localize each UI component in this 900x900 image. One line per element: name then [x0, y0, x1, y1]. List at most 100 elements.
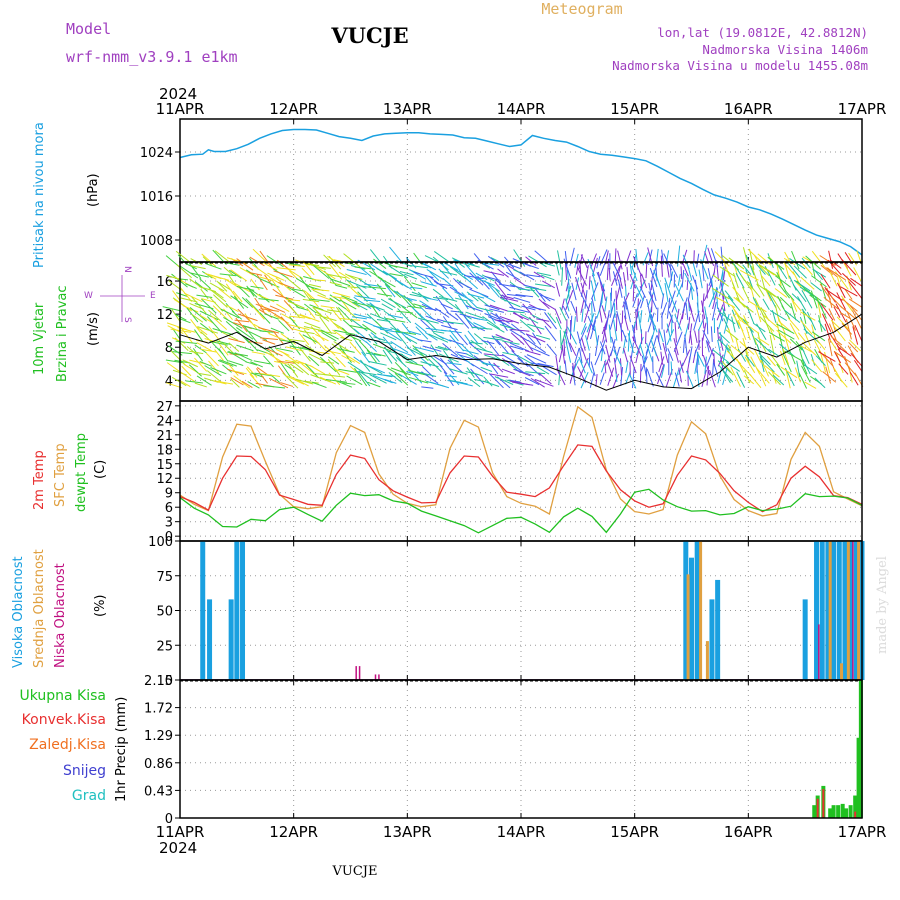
wind-vector	[660, 302, 668, 318]
mid-cloud-bar	[857, 541, 861, 680]
wind-vector	[476, 306, 493, 312]
precip-panel: 0 0.43 0.86 1.29 1.72 2.15	[144, 674, 863, 827]
wind-vector	[609, 298, 616, 318]
wind-vector	[776, 329, 792, 344]
wind-vector	[696, 292, 699, 314]
wind-vector	[292, 360, 310, 376]
y-tick-label: 16	[156, 275, 173, 290]
wind-vector	[405, 361, 424, 367]
wind-vector	[213, 290, 224, 299]
wind-vector	[256, 293, 275, 303]
wind-vector	[241, 380, 253, 389]
wind-vector	[711, 279, 715, 300]
wind-vector	[681, 349, 691, 367]
wind-vector	[757, 253, 772, 266]
wind-vector	[346, 375, 363, 386]
wind-vector	[471, 326, 493, 330]
total-precip-bar	[853, 795, 858, 818]
wind-vector	[236, 344, 254, 352]
wind-vector	[544, 312, 557, 330]
wind-vector	[660, 255, 663, 277]
wind-vector	[696, 253, 700, 268]
wind-vector	[540, 294, 555, 301]
wind-vector	[380, 298, 396, 308]
wind-vector	[631, 336, 642, 357]
wind-vector	[205, 263, 222, 270]
wind-vector	[731, 316, 736, 333]
wind-vector	[601, 285, 607, 301]
wind-vector	[228, 269, 242, 279]
wind-vector	[580, 254, 588, 269]
wind-vector	[565, 290, 574, 310]
wind-vector	[688, 346, 693, 363]
wind-vector	[717, 367, 723, 384]
wind-vector	[383, 346, 398, 362]
wind-vector	[768, 348, 780, 357]
wind-vector	[287, 363, 299, 378]
wind-vector	[712, 359, 715, 375]
wind-vector	[320, 329, 339, 340]
y-tick-label: 4	[165, 374, 173, 389]
wind-vector	[199, 314, 214, 324]
wind-vector	[563, 338, 566, 356]
wind-vector	[722, 370, 731, 384]
wind-vector	[501, 368, 515, 375]
wind-vector	[259, 250, 274, 269]
wind-vector	[483, 280, 500, 292]
wind-vector	[613, 319, 618, 341]
wind-vector	[219, 359, 237, 367]
wind-vector	[207, 316, 223, 334]
wind-vector	[741, 286, 750, 301]
wind-vector	[625, 371, 631, 385]
wind-vector	[812, 268, 827, 278]
wind-vector	[482, 315, 500, 330]
wind-vector	[825, 366, 832, 384]
wind-vector	[612, 373, 619, 388]
wind-vector	[829, 358, 836, 372]
wind-vector	[373, 336, 386, 341]
wind-vector	[276, 303, 290, 312]
wind-vector	[685, 302, 689, 320]
wind-vector	[578, 326, 587, 344]
wind-vector	[486, 321, 505, 333]
wind-vector	[245, 269, 260, 279]
wind-vector	[613, 357, 617, 374]
wind-vector	[544, 325, 557, 342]
wind-vector	[410, 286, 423, 290]
wind-vector	[800, 320, 813, 335]
wind-vector	[358, 340, 372, 354]
wind-vector	[381, 303, 394, 311]
wind-vector	[390, 346, 403, 364]
wind-vector	[170, 350, 186, 366]
station-title: VUCJE	[330, 23, 408, 48]
wind-vector	[546, 343, 558, 356]
wind-vector	[406, 347, 424, 357]
wind-vector	[469, 371, 484, 377]
wind-vector	[255, 303, 274, 311]
wind-vector	[226, 361, 239, 376]
wind-vector	[566, 326, 577, 345]
wind-vector	[438, 335, 452, 342]
total-precip-bar	[844, 808, 849, 818]
wind-vector	[526, 274, 541, 278]
wind-vector	[308, 350, 330, 355]
wind-vector	[512, 312, 529, 321]
wind-vector	[353, 296, 372, 309]
wind-vector	[764, 364, 780, 378]
wind-vector	[395, 330, 417, 335]
wind-vector	[559, 330, 562, 350]
wind-vector	[561, 267, 564, 286]
y-tick-label: 50	[156, 605, 173, 620]
wind-vector	[796, 360, 801, 378]
wind-vector	[443, 320, 464, 325]
wind-vector	[316, 266, 336, 280]
wind-vector	[578, 356, 586, 374]
wind-vector	[718, 364, 734, 383]
elevation-label: Nadmorska Visina 1406m	[702, 42, 868, 57]
wind-vector	[685, 370, 695, 389]
wind-vector	[249, 272, 263, 276]
wind-vector	[717, 338, 731, 352]
wind-vector	[447, 359, 464, 374]
total-precip-bar	[848, 805, 853, 818]
wind-vector	[651, 335, 658, 353]
